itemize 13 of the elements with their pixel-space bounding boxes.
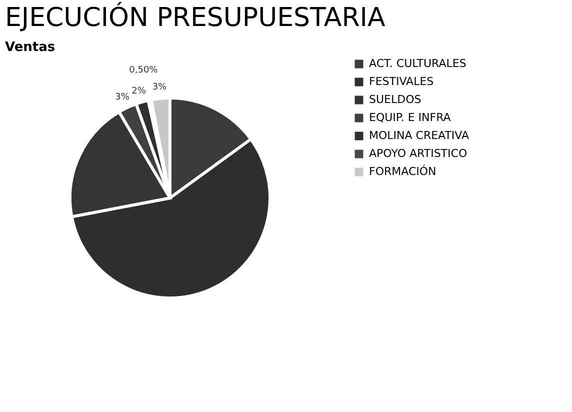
data-label: 3%: [115, 92, 130, 103]
data-label: 3%: [152, 82, 168, 92]
legend-label: ACT. CULTURALES: [369, 57, 466, 70]
legend-label: EQUIP. E INFRA: [369, 111, 452, 124]
data-label: 2%: [132, 86, 146, 96]
legend-label: FESTIVALES: [369, 75, 434, 88]
legend-label: MOLINA CREATIVA: [369, 129, 470, 142]
data-label: 0,50%: [129, 66, 158, 76]
legend-label: APOYO ARTISTICO: [369, 147, 468, 160]
legend-label: SUELDOS: [369, 93, 422, 106]
legend-label: FORMACIÓN: [369, 164, 436, 178]
chart-subtitle: Ventas: [5, 40, 56, 55]
chart-title: EJECUCIÓN PRESUPUESTARIA: [5, 1, 386, 33]
